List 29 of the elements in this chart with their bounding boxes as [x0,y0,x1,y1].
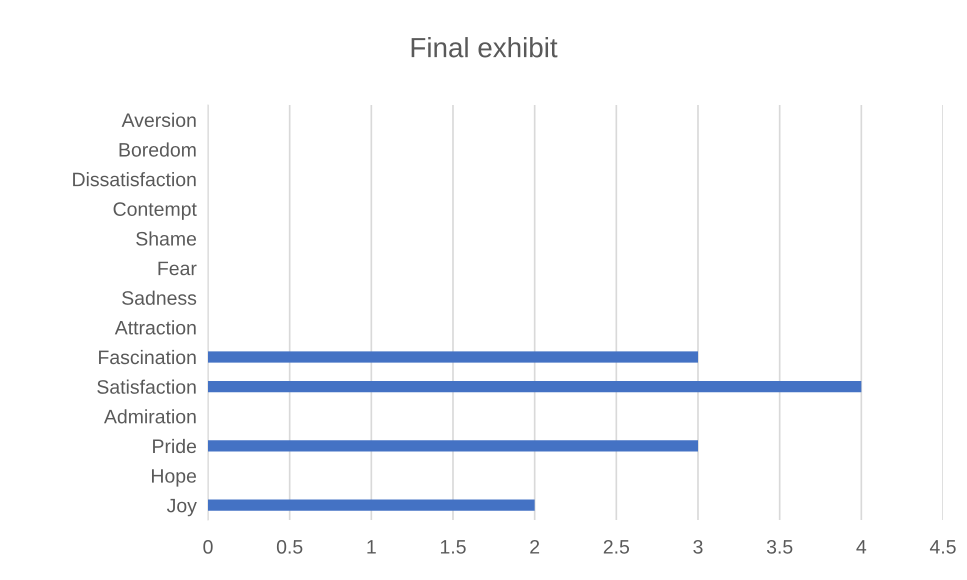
bar [208,380,862,392]
x-tick-label: 1.5 [440,540,466,554]
y-tick-label: Joy [166,498,197,516]
x-tick-label: 2 [530,540,540,554]
y-tick-label: Contempt [114,202,197,220]
x-tick-label: 3 [693,540,703,554]
x-tick-label: 0.5 [276,540,302,554]
y-tick-label: Fear [158,262,197,276]
y-tick-label: Dissatisfaction [73,172,196,186]
x-tick-label: 0 [203,540,213,554]
x-tick-label: 3.5 [766,540,792,554]
bar [208,440,698,452]
y-tick-label: Hope [152,469,196,487]
y-tick-label: Aversion [122,112,196,128]
y-tick-label: Sadness [122,290,196,305]
y-tick-label: Attraction [114,320,196,335]
x-tick-label: 4.5 [930,540,956,554]
y-tick-label: Boredom [120,142,196,157]
x-tick-label: 4 [856,540,866,554]
y-tick-label: Shame [136,231,196,246]
bar [208,351,698,363]
y-tick-label: Pride [153,438,196,454]
x-tick-label: 1 [367,540,376,554]
y-tick-label: Admiration [104,409,196,424]
chart-title: Final exhibit [412,37,558,58]
y-tick-label: Fascination [99,350,196,364]
x-tick-label: 2.5 [604,540,630,554]
y-tick-label: Satisfaction [97,380,196,394]
bar [208,500,535,511]
